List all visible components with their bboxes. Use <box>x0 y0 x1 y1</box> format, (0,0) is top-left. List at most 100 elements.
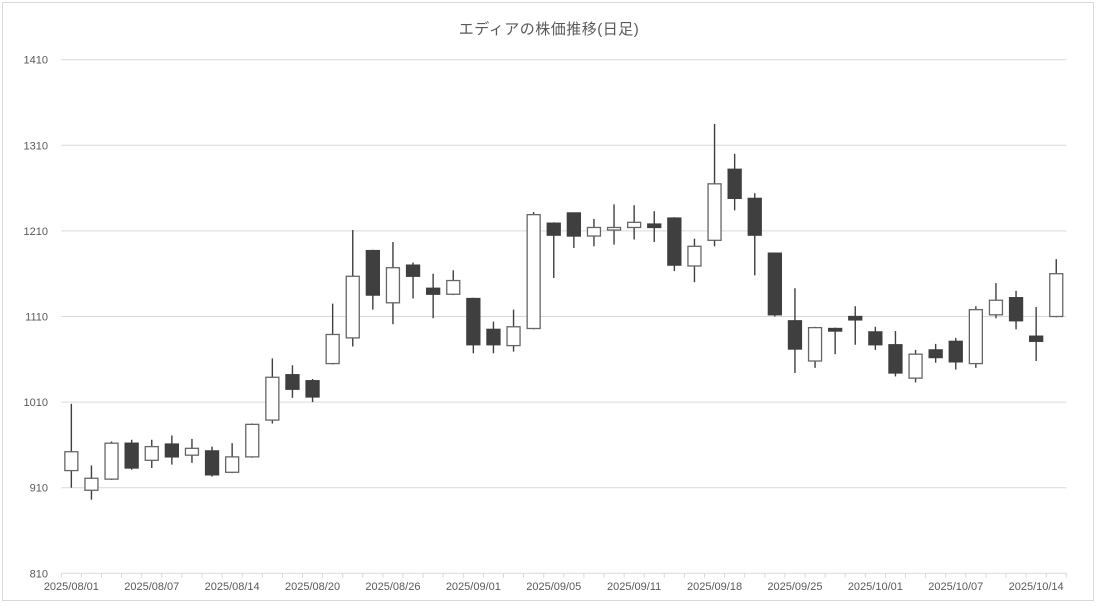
candle-body-bearish <box>1029 335 1044 342</box>
candlestick[interactable] <box>747 193 762 276</box>
candlestick[interactable] <box>345 230 360 347</box>
candle-body-bullish <box>1049 273 1064 318</box>
candle-body-bullish <box>144 445 159 461</box>
candlestick[interactable] <box>365 249 381 310</box>
candle-body-bullish <box>526 213 541 330</box>
candle-body-bearish <box>1008 297 1024 322</box>
candle-body-bearish <box>305 380 320 398</box>
candle-body-bearish <box>466 297 481 346</box>
candle-body-bullish <box>908 353 923 379</box>
candlestick[interactable] <box>1008 290 1024 330</box>
candle-body-bullish <box>385 267 401 304</box>
candlestick[interactable] <box>727 153 742 211</box>
candlestick[interactable] <box>405 262 421 299</box>
candlestick[interactable] <box>506 309 521 352</box>
candle-body-bullish <box>506 326 521 347</box>
candlestick[interactable] <box>968 306 983 368</box>
candlestick[interactable] <box>888 331 903 377</box>
y-axis-tick-label: 1010 <box>24 397 48 409</box>
y-axis-tick-label: 810 <box>30 568 48 580</box>
candle-body-bullish <box>707 183 722 241</box>
candlestick[interactable] <box>566 212 581 249</box>
candlestick[interactable] <box>104 441 119 480</box>
x-axis-tick-label: 2025/08/26 <box>365 581 420 593</box>
candlestick[interactable] <box>184 438 200 463</box>
candlestick[interactable] <box>606 204 622 245</box>
candlestick[interactable] <box>546 222 561 278</box>
candle-body-bearish <box>667 217 682 266</box>
candlestick[interactable] <box>245 423 260 458</box>
candlestick[interactable] <box>1049 259 1064 318</box>
candlestick[interactable] <box>265 358 280 424</box>
candlestick[interactable] <box>526 212 541 330</box>
candlestick[interactable] <box>828 327 843 355</box>
candle-body-bearish <box>405 264 421 277</box>
candlestick[interactable] <box>466 297 481 354</box>
candle-body-bearish <box>124 442 139 469</box>
candlestick[interactable] <box>425 273 441 319</box>
candlestick[interactable] <box>164 435 180 465</box>
candlestick[interactable] <box>948 337 963 370</box>
candle-body-bullish <box>586 226 602 237</box>
candlestick[interactable] <box>1029 307 1044 362</box>
candlestick[interactable] <box>305 378 320 403</box>
y-axis-tick-label: 1310 <box>24 140 48 152</box>
candle-body-bullish <box>345 275 360 339</box>
x-axis-tick-label: 2025/08/07 <box>124 581 179 593</box>
candlestick[interactable] <box>988 283 1004 319</box>
candlestick[interactable] <box>486 321 501 354</box>
x-axis-tick-label: 2025/08/20 <box>285 581 340 593</box>
candle-body-bullish <box>224 456 240 473</box>
candlestick[interactable] <box>928 343 943 363</box>
candlestick[interactable] <box>627 205 642 240</box>
candle-body-bearish <box>285 374 300 390</box>
candle-body-bullish <box>807 326 823 362</box>
candle-body-bullish <box>606 226 622 231</box>
candlestick[interactable] <box>84 465 99 500</box>
candlestick[interactable] <box>224 443 240 474</box>
candlestick[interactable] <box>325 303 340 365</box>
candle-body-bearish <box>486 328 501 346</box>
y-axis-tick-label: 910 <box>30 483 48 495</box>
candlestick[interactable] <box>385 242 401 325</box>
candle-body-bearish <box>828 327 843 332</box>
candlestick[interactable] <box>787 288 803 373</box>
candle-body-bullish <box>184 447 200 456</box>
chart-title: エディアの株価推移(日足) <box>458 21 640 38</box>
candlestick[interactable] <box>64 403 79 488</box>
candle-body-bearish <box>747 197 762 236</box>
candlestick[interactable] <box>868 326 883 350</box>
candlestick[interactable] <box>767 252 782 317</box>
candlestick[interactable] <box>807 326 823 368</box>
candlestick[interactable] <box>204 446 220 477</box>
candle-body-bullish <box>84 477 99 491</box>
candle-body-bearish <box>164 443 180 458</box>
candle-body-bearish <box>365 249 381 296</box>
candlestick[interactable] <box>124 439 139 470</box>
candle-body-bullish <box>446 279 461 295</box>
candlestick[interactable] <box>908 349 923 383</box>
candlestick[interactable] <box>848 306 863 345</box>
candlestick[interactable] <box>144 439 159 469</box>
candlestick[interactable] <box>446 270 461 296</box>
candle-body-bullish <box>988 299 1004 316</box>
candle-body-bearish <box>948 340 963 363</box>
candlestick[interactable] <box>707 123 722 247</box>
candlestick[interactable] <box>285 365 300 398</box>
candlestick[interactable] <box>586 218 602 247</box>
candle-body-bullish <box>627 221 642 229</box>
x-axis-tick-label: 2025/10/07 <box>928 581 983 593</box>
y-axis-tick-label: 1210 <box>24 226 48 238</box>
candlestick[interactable] <box>667 217 682 272</box>
candle-body-bullish <box>265 376 280 421</box>
candle-body-bearish <box>204 450 220 476</box>
x-axis-tick-label: 2025/09/05 <box>526 581 581 593</box>
candle-body-bullish <box>687 245 702 267</box>
candle-body-bullish <box>968 309 983 365</box>
candle-body-bearish <box>928 349 943 359</box>
candle-body-bearish <box>848 315 863 321</box>
candlestick[interactable] <box>687 238 702 283</box>
candlestick[interactable] <box>647 211 662 243</box>
